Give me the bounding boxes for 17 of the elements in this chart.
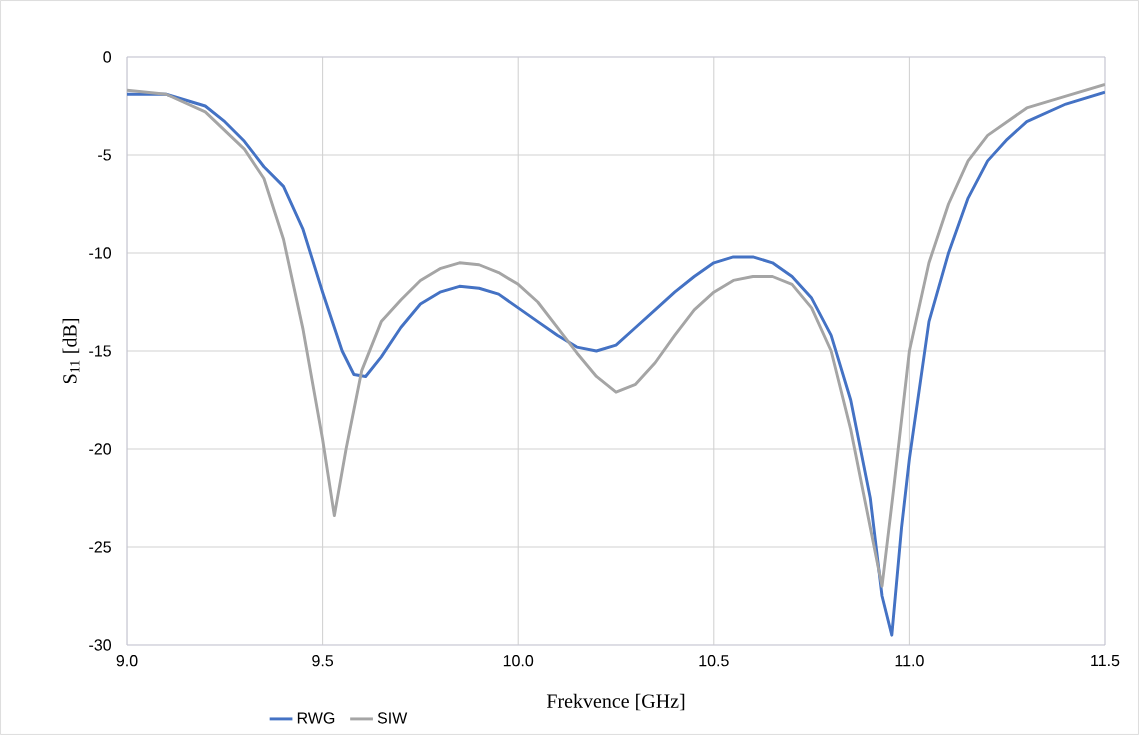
y-tick-label: -20 xyxy=(89,443,112,455)
y-tick-label: -25 xyxy=(89,541,111,553)
legend-label: SIW xyxy=(377,712,408,724)
y-tick-label: -5 xyxy=(98,149,111,161)
x-tick-label: 11.0 xyxy=(895,655,924,667)
x-axis-title: Frekvence [GHz] xyxy=(546,693,685,711)
y-tick-label: -30 xyxy=(89,639,112,651)
y-axis-title: S$_{11}$ [dB] xyxy=(62,319,80,384)
x-tick-label: 9.0 xyxy=(116,655,138,667)
y-tick-label: -15 xyxy=(89,345,111,357)
y-tick-label: -10 xyxy=(89,247,112,259)
y-tick-label: 0 xyxy=(103,51,112,63)
x-tick-label: 10.0 xyxy=(503,655,534,667)
x-tick-label: 11.5 xyxy=(1091,655,1120,667)
legend-label: RWG xyxy=(297,712,335,724)
x-tick-label: 9.5 xyxy=(312,655,334,667)
x-tick-label: 10.5 xyxy=(699,655,729,667)
